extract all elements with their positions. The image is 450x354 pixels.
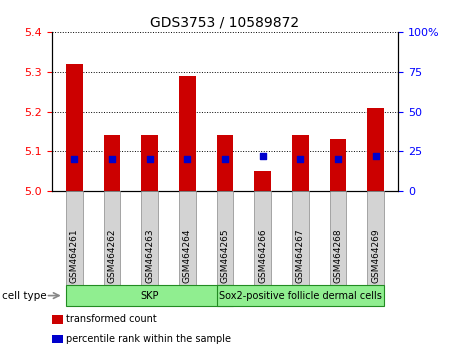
Text: Sox2-positive follicle dermal cells: Sox2-positive follicle dermal cells	[219, 291, 382, 301]
Point	[108, 156, 116, 162]
Bar	[254, 171, 271, 191]
Point	[221, 156, 229, 162]
Bar	[216, 136, 234, 191]
Text: GSM464269: GSM464269	[371, 229, 380, 283]
Text: SKP: SKP	[140, 291, 159, 301]
Text: percentile rank within the sample: percentile rank within the sample	[66, 334, 231, 344]
Point	[146, 156, 153, 162]
Bar	[292, 136, 309, 191]
Text: GSM464263: GSM464263	[145, 229, 154, 283]
Text: transformed count: transformed count	[66, 314, 157, 325]
Bar	[367, 108, 384, 191]
Bar	[141, 136, 158, 191]
Point	[184, 156, 191, 162]
Text: GSM464266: GSM464266	[258, 229, 267, 283]
Bar	[329, 139, 346, 191]
Title: GDS3753 / 10589872: GDS3753 / 10589872	[150, 15, 300, 29]
Bar	[66, 64, 83, 191]
Text: GSM464261: GSM464261	[70, 229, 79, 283]
Text: GSM464268: GSM464268	[333, 229, 342, 283]
Text: GSM464267: GSM464267	[296, 229, 305, 283]
Point	[297, 156, 304, 162]
Point	[334, 156, 342, 162]
Point	[259, 153, 266, 159]
Point	[372, 153, 379, 159]
Text: GSM464264: GSM464264	[183, 229, 192, 283]
Bar	[104, 136, 121, 191]
Point	[71, 156, 78, 162]
Text: cell type: cell type	[2, 291, 47, 301]
Text: GSM464262: GSM464262	[108, 229, 117, 283]
Text: GSM464265: GSM464265	[220, 229, 230, 283]
Bar	[179, 76, 196, 191]
